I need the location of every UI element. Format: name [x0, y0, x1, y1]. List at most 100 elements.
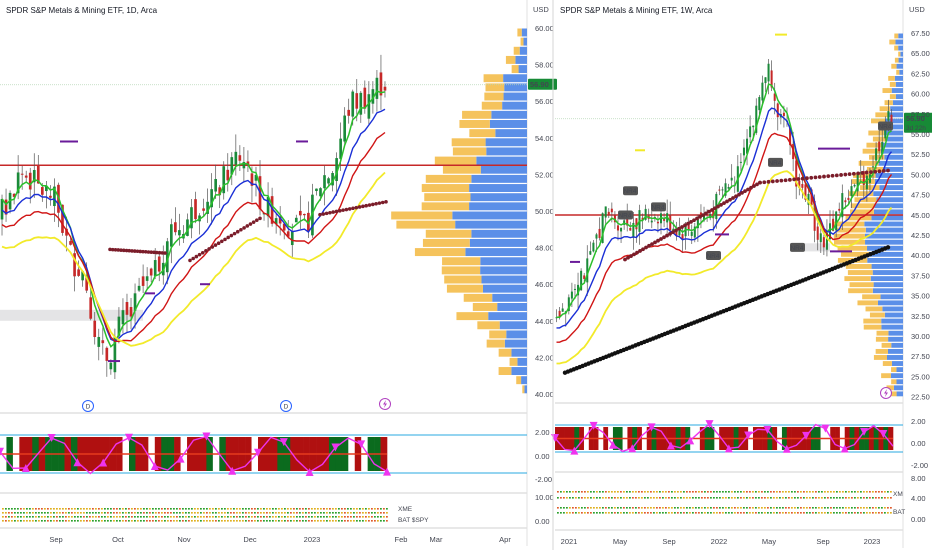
breadth-dot: [149, 512, 151, 514]
breadth-dot: [650, 491, 652, 493]
breadth-dot: [296, 512, 298, 514]
breadth-dot: [659, 491, 661, 493]
trend-dot: [755, 182, 759, 187]
candle-body: [20, 173, 24, 175]
trend-dot: [248, 222, 253, 226]
trend-dot: [258, 216, 262, 221]
breadth-dot: [92, 508, 94, 510]
breadth-dot: [860, 512, 862, 514]
dividend-marker[interactable]: [280, 400, 292, 412]
breadth-dot: [215, 516, 217, 518]
breadth-dot: [872, 497, 874, 499]
trend-dot: [851, 171, 856, 176]
breadth-dot: [293, 508, 295, 510]
time-tick: Sep: [816, 537, 829, 546]
trend-dot: [197, 252, 202, 257]
candle-body: [69, 241, 72, 245]
breadth-dot: [53, 520, 55, 522]
breadth-dot: [755, 507, 757, 509]
breadth-dot: [35, 512, 37, 514]
trend-dot: [647, 243, 651, 248]
breadth-dot: [806, 491, 808, 493]
volume-bar-blue: [511, 367, 527, 375]
volume-bar-orange: [833, 233, 865, 239]
breadth-dot: [683, 497, 685, 499]
breadth-dot: [620, 512, 622, 514]
trend-dot: [371, 202, 375, 207]
volume-bar-orange: [513, 46, 520, 55]
breadth-dot: [197, 512, 199, 514]
volume-bar-blue: [896, 367, 903, 373]
volume-bar-blue: [882, 306, 903, 312]
breadth-dot: [164, 512, 166, 514]
trend-dot: [380, 200, 385, 205]
breadth-dot: [782, 497, 784, 499]
breadth-dot: [563, 512, 565, 514]
lightning-glyph: [383, 400, 387, 408]
candle-body: [242, 161, 246, 169]
candle-body: [254, 174, 258, 181]
trend-dot: [758, 180, 762, 185]
breadth-dot: [104, 508, 106, 510]
breadth-dot: [671, 512, 673, 514]
volume-bar-orange: [888, 75, 895, 81]
trend-dot: [762, 180, 767, 185]
breadth-dot: [713, 497, 715, 499]
breadth-dot: [323, 512, 325, 514]
breadth-dot: [212, 516, 214, 518]
osc-triangle: [782, 444, 791, 453]
breadth-dot: [377, 520, 379, 522]
breadth-dot: [824, 507, 826, 509]
breadth-dot: [875, 507, 877, 509]
breadth-dot: [308, 520, 310, 522]
breadth-dot: [863, 491, 865, 493]
breadth-dot: [647, 507, 649, 509]
breadth-dot: [590, 512, 592, 514]
breadth-dot: [674, 497, 676, 499]
breadth-dot: [752, 512, 754, 514]
volume-bar-orange: [456, 312, 489, 321]
breadth-dot: [593, 512, 595, 514]
breadth-dot: [233, 520, 235, 522]
trend-dot: [638, 249, 642, 253]
trend-dot: [210, 245, 215, 249]
breadth-dot: [797, 512, 799, 514]
trend-dot: [245, 224, 250, 228]
dividend-marker[interactable]: [82, 400, 94, 412]
breadth-dot: [230, 516, 232, 518]
breadth-dot: [785, 507, 787, 509]
candle-body: [770, 70, 773, 88]
breadth-dot: [92, 512, 94, 514]
breadth-dot: [65, 512, 67, 514]
breadth-dot: [140, 512, 142, 514]
candle-body: [194, 199, 197, 220]
time-tick: Apr: [499, 535, 511, 544]
volume-bar-orange: [879, 106, 891, 112]
breadth-dot: [320, 508, 322, 510]
volume-bar-blue: [504, 339, 527, 348]
breadth-dot: [701, 507, 703, 509]
breadth-dot: [206, 512, 208, 514]
breadth-dot: [218, 512, 220, 514]
breadth-dot: [863, 497, 865, 499]
trend-dot: [787, 177, 792, 182]
trend-dot: [242, 226, 246, 230]
breadth-dot: [881, 512, 883, 514]
volume-bar-blue: [888, 330, 903, 336]
breadth-dot: [695, 497, 697, 499]
breadth-dot: [41, 512, 43, 514]
breadth-dot: [683, 512, 685, 514]
volume-bar-orange: [483, 74, 504, 83]
price-tick: 50.00: [911, 170, 930, 179]
breadth-dot: [362, 516, 364, 518]
breadth-dot: [869, 491, 871, 493]
breadth-dot: [50, 516, 52, 518]
breadth-dot: [638, 491, 640, 493]
breadth-dot: [182, 512, 184, 514]
breadth-dot: [809, 512, 811, 514]
breadth-dot: [284, 516, 286, 518]
breadth-dot: [68, 508, 70, 510]
price-tag-text: 56.90: [906, 114, 925, 123]
volume-bar-orange: [509, 357, 518, 366]
candle-body: [699, 212, 702, 218]
